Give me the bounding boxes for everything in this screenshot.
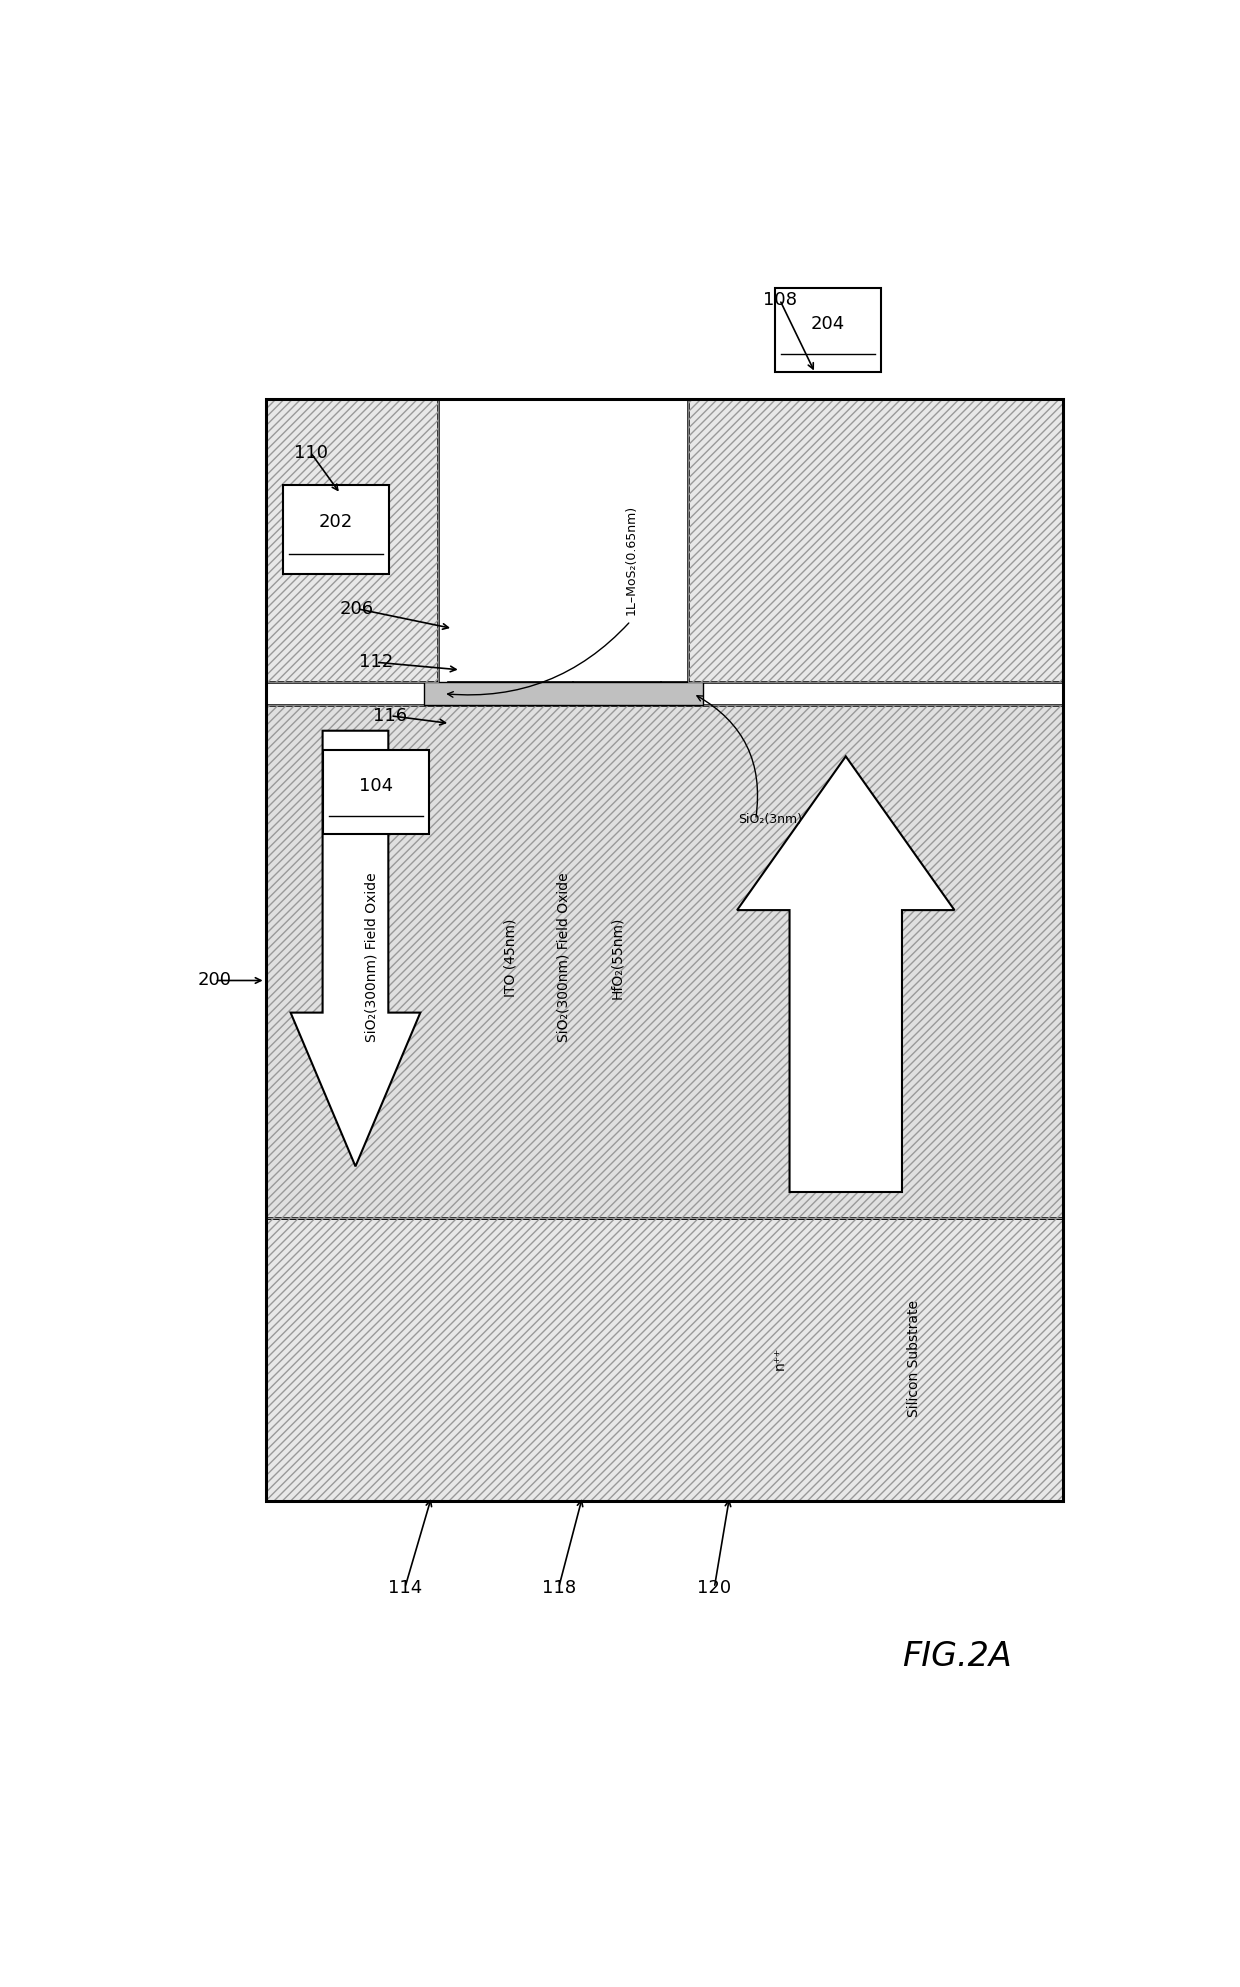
Bar bbox=[661, 682, 688, 705]
Text: 1L–MoS₂(0.65nm): 1L–MoS₂(0.65nm) bbox=[624, 505, 637, 614]
Bar bbox=[265, 1218, 1063, 1500]
Bar bbox=[265, 399, 1063, 1500]
Text: ITO (45nm): ITO (45nm) bbox=[503, 918, 517, 997]
Text: 110: 110 bbox=[294, 443, 327, 461]
Bar bbox=[265, 399, 439, 682]
Text: SiO₂(300nm) Field Oxide: SiO₂(300nm) Field Oxide bbox=[365, 872, 378, 1043]
FancyArrow shape bbox=[737, 757, 955, 1192]
Bar bbox=[688, 399, 1063, 682]
Bar bbox=[448, 682, 573, 705]
Bar bbox=[424, 682, 703, 705]
Bar bbox=[775, 288, 880, 372]
Bar bbox=[324, 751, 429, 835]
Bar bbox=[265, 705, 1063, 1218]
Text: FIG.2A: FIG.2A bbox=[903, 1639, 1012, 1673]
Text: 120: 120 bbox=[697, 1580, 732, 1598]
Text: 112: 112 bbox=[358, 654, 393, 672]
Text: SiO₂(300nm) Field Oxide: SiO₂(300nm) Field Oxide bbox=[557, 872, 570, 1043]
Text: HfO₂(55nm): HfO₂(55nm) bbox=[610, 916, 624, 999]
Bar bbox=[283, 485, 388, 574]
Text: 104: 104 bbox=[358, 777, 393, 795]
Bar bbox=[688, 399, 1063, 682]
Bar bbox=[573, 682, 661, 705]
Bar bbox=[265, 399, 439, 682]
Bar bbox=[265, 705, 1063, 1218]
Text: n⁺⁺: n⁺⁺ bbox=[773, 1347, 786, 1369]
Bar bbox=[448, 682, 573, 705]
Text: 206: 206 bbox=[340, 600, 374, 618]
Text: 202: 202 bbox=[319, 513, 353, 531]
Text: 118: 118 bbox=[542, 1580, 575, 1598]
Text: 204: 204 bbox=[811, 314, 844, 332]
Text: Silicon Substrate: Silicon Substrate bbox=[908, 1299, 921, 1417]
Bar bbox=[265, 1218, 1063, 1500]
Text: 114: 114 bbox=[388, 1580, 422, 1598]
Text: 116: 116 bbox=[373, 707, 408, 725]
Bar bbox=[573, 682, 661, 705]
Text: 200: 200 bbox=[197, 972, 232, 990]
FancyArrow shape bbox=[290, 731, 420, 1166]
Text: 108: 108 bbox=[763, 290, 796, 308]
Text: SiO₂(3nm): SiO₂(3nm) bbox=[738, 813, 802, 827]
